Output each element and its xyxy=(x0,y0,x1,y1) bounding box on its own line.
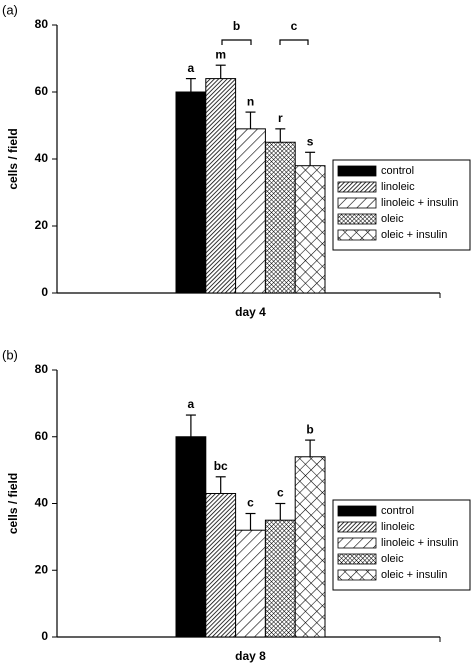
legend-swatch xyxy=(337,569,377,581)
legend-label: linoleic xyxy=(381,181,415,193)
y-tick-label: 0 xyxy=(41,285,48,299)
significance-letter: bc xyxy=(214,459,228,473)
bar xyxy=(205,78,237,294)
x-tick-label: day 8 xyxy=(235,649,266,663)
legend-label: linoleic + insulin xyxy=(381,537,458,549)
legend-label: oleic xyxy=(381,213,404,225)
bar xyxy=(175,436,207,638)
legend-swatch xyxy=(337,165,377,177)
significance-letter: s xyxy=(307,134,314,148)
legend-swatch xyxy=(337,553,377,565)
y-axis-label: cells / field xyxy=(6,473,20,534)
legend-swatch xyxy=(337,197,377,209)
legend-label: linoleic + insulin xyxy=(381,197,458,209)
bar xyxy=(175,91,207,294)
y-tick-label: 20 xyxy=(35,218,49,232)
legend-label: oleic xyxy=(381,553,404,565)
y-tick-label: 0 xyxy=(41,629,48,643)
legend-label: linoleic xyxy=(381,521,415,533)
legend-label: control xyxy=(381,505,414,517)
significance-letter: a xyxy=(188,61,195,75)
bar xyxy=(205,492,237,638)
y-tick-label: 40 xyxy=(35,151,49,165)
legend-label: oleic + insulin xyxy=(381,569,447,581)
panel-label: (a) xyxy=(2,2,18,17)
significance-letter: c xyxy=(247,496,254,510)
significance-letter: c xyxy=(277,486,284,500)
legend-swatch xyxy=(337,505,377,517)
legend-swatch xyxy=(337,537,377,549)
panel-label: (b) xyxy=(2,347,18,362)
bracket xyxy=(221,39,252,45)
x-tick-label: day 4 xyxy=(235,305,266,319)
significance-letter: a xyxy=(188,397,195,411)
y-axis-label: cells / field xyxy=(6,128,20,189)
bar xyxy=(235,529,266,638)
significance-letter: m xyxy=(215,47,226,61)
legend-swatch xyxy=(337,229,377,241)
legend-label: oleic + insulin xyxy=(381,229,447,241)
bar xyxy=(264,519,296,638)
legend-box xyxy=(332,159,471,251)
y-tick-label: 40 xyxy=(35,496,49,510)
legend-swatch xyxy=(337,521,377,533)
y-tick-label: 60 xyxy=(35,84,49,98)
bar xyxy=(294,456,326,638)
legend-box xyxy=(332,499,471,591)
y-tick-label: 20 xyxy=(35,562,49,576)
bar xyxy=(264,141,296,294)
bar xyxy=(294,165,326,294)
y-tick-label: 60 xyxy=(35,429,49,443)
significance-letter: n xyxy=(247,94,254,108)
legend-swatch xyxy=(337,213,377,225)
bar xyxy=(235,128,266,294)
significance-letter: b xyxy=(306,422,313,436)
y-tick-label: 80 xyxy=(35,17,49,31)
bracket-label: c xyxy=(291,19,298,33)
legend-swatch xyxy=(337,181,377,193)
bracket xyxy=(279,39,309,45)
significance-letter: r xyxy=(278,111,283,125)
y-tick-label: 80 xyxy=(35,362,49,376)
legend-label: control xyxy=(381,165,414,177)
bracket-label: b xyxy=(233,19,240,33)
